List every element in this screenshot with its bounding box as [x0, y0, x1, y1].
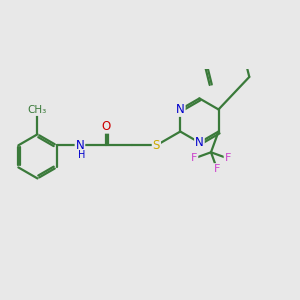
Text: CH₃: CH₃	[28, 105, 47, 115]
Text: N: N	[176, 103, 185, 116]
Text: H: H	[78, 150, 85, 160]
Text: F: F	[224, 153, 231, 164]
Text: S: S	[153, 139, 160, 152]
Text: O: O	[102, 120, 111, 133]
Text: F: F	[191, 153, 197, 164]
Text: F: F	[214, 164, 220, 174]
Text: N: N	[195, 136, 204, 149]
Text: N: N	[76, 139, 84, 152]
